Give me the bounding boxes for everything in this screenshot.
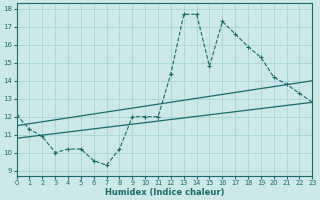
X-axis label: Humidex (Indice chaleur): Humidex (Indice chaleur): [105, 188, 224, 197]
